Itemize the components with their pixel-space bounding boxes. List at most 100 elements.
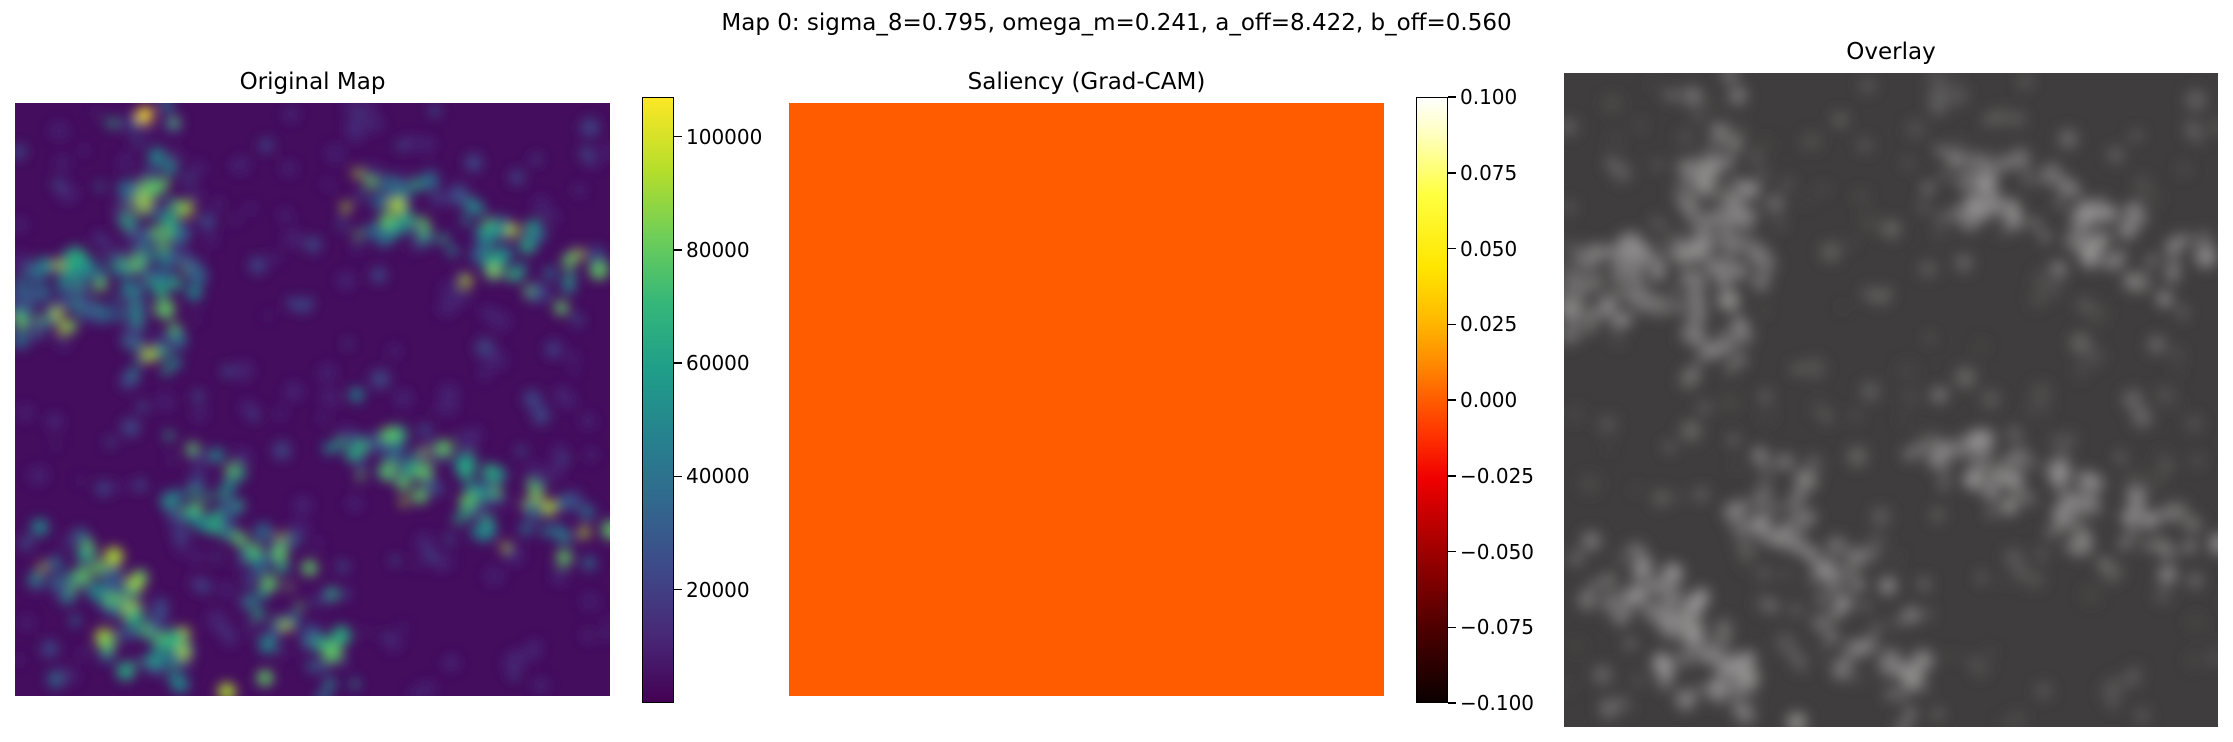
overlay-texture-blob [1656, 222, 1675, 240]
map-texture-blob [118, 580, 129, 592]
overlay-texture-blob [1569, 296, 1583, 310]
map-texture-blob [113, 249, 126, 261]
map-texture-blob [531, 218, 541, 228]
overlay-texture-blob [1852, 672, 1864, 685]
map-texture-blob [15, 330, 31, 349]
map-hotspot [437, 440, 453, 456]
map-texture-blob [550, 523, 566, 538]
map-texture-blob [15, 655, 24, 665]
overlay-texture-blob [1946, 652, 1956, 661]
map-texture-blob [519, 522, 533, 537]
map-texture-blob [505, 223, 519, 237]
overlay-texture-blob [1744, 235, 1756, 247]
map-texture-blob [457, 462, 475, 480]
overlay-texture-blob [1661, 628, 1673, 640]
map-texture-blob [317, 412, 330, 424]
overlay-texture-blob [1707, 658, 1717, 668]
map-texture-blob [304, 236, 322, 254]
map-texture-blob [38, 562, 47, 572]
map-texture-blob [242, 573, 257, 587]
saliency-colorbar-tick-mark [1448, 172, 1456, 174]
overlay-texture-blob [1564, 264, 1572, 273]
saliency-colorbar-tick-label: −0.050 [1460, 539, 1535, 564]
overlay-texture-blob [2089, 244, 2100, 255]
map-texture-blob [345, 114, 366, 135]
map-texture-blob [341, 589, 352, 599]
overlay-texture-blob [1611, 162, 1632, 183]
overlay-texture-blob [2014, 565, 2029, 580]
map-texture-blob [524, 645, 540, 660]
map-texture-blob [550, 343, 562, 355]
map-texture-blob [523, 498, 541, 516]
overlay-texture-blob [1918, 259, 1937, 279]
map-texture-blob [561, 279, 576, 294]
overlay-texture-blob [1699, 249, 1717, 267]
map-texture-blob [260, 575, 278, 592]
overlay-texture-blob [1564, 323, 1581, 345]
overlay-texture-blob [1985, 191, 2002, 208]
map-texture-blob [455, 291, 470, 306]
overlay-texture-blob [2091, 196, 2108, 214]
overlay-texture-blob [1732, 316, 1746, 329]
overlay-texture-blob [1801, 195, 1812, 207]
overlay-texture-blob [1718, 289, 1740, 312]
overlay-texture-blob [1974, 339, 1988, 354]
map-texture-blob [175, 540, 190, 556]
overlay-texture-blob [2076, 297, 2092, 313]
original-map-colorbar-tick-label: 40000 [686, 464, 750, 489]
map-texture-blob [188, 188, 203, 203]
map-texture-blob [47, 555, 64, 572]
map-texture-blob [221, 477, 238, 493]
map-texture-blob [119, 114, 139, 133]
overlay-texture-blob [1678, 85, 1700, 107]
map-texture-blob [523, 389, 542, 409]
overlay-texture-blob [1671, 286, 1680, 296]
overlay-texture-blob [1604, 443, 1614, 454]
overlay-texture-blob [1778, 521, 1792, 535]
overlay-texture-blob [1702, 685, 1712, 694]
map-texture-blob [230, 213, 241, 225]
map-texture-blob [570, 367, 579, 376]
overlay-texture-blob [2193, 230, 2214, 251]
overlay-texture-blob [1911, 649, 1934, 672]
overlay-texture-blob [2142, 540, 2153, 551]
overlay-texture-blob [1942, 73, 1962, 87]
overlay-texture-blob [1564, 237, 1581, 258]
map-texture-blob [160, 227, 173, 239]
map-texture-blob [158, 103, 174, 113]
overlay-texture-blob [1939, 480, 1949, 489]
saliency-colorbar-tick-mark [1448, 475, 1456, 477]
map-texture-blob [353, 230, 362, 239]
overlay-texture-blob [1906, 119, 1926, 139]
overlay-texture-blob [1971, 659, 1990, 678]
overlay-texture-blob [1629, 586, 1639, 596]
map-texture-blob [272, 441, 291, 460]
map-texture-blob [165, 629, 185, 649]
overlay-texture-blob [1825, 630, 1839, 643]
overlay-texture-blob [1975, 176, 1993, 194]
overlay-texture-blob [1758, 513, 1771, 525]
map-texture-blob [79, 145, 90, 156]
overlay-texture-blob [2184, 121, 2201, 137]
map-texture-blob [146, 616, 162, 632]
map-texture-blob [131, 656, 143, 668]
map-texture-blob [554, 300, 569, 315]
map-texture-blob [376, 233, 391, 248]
overlay-texture-blob [2040, 169, 2057, 186]
map-texture-blob [343, 103, 361, 115]
map-texture-blob [63, 540, 72, 549]
overlay-texture-blob [1725, 362, 1736, 373]
overlay-texture-blob [1927, 86, 1950, 108]
overlay-texture-blob [1732, 123, 1749, 140]
map-texture-blob [336, 219, 348, 230]
overlay-texture-blob [2001, 577, 2011, 587]
map-texture-blob [204, 233, 218, 246]
overlay-texture-blob [1848, 643, 1858, 653]
overlay-texture-blob [1793, 658, 1809, 673]
map-texture-blob [492, 257, 503, 268]
overlay-texture-blob [1759, 527, 1777, 545]
overlay-texture-blob [1918, 201, 1930, 213]
overlay-texture-blob [2127, 526, 2140, 539]
original-map-title: Original Map [239, 69, 386, 95]
overlay-texture-blob [1682, 317, 1704, 339]
